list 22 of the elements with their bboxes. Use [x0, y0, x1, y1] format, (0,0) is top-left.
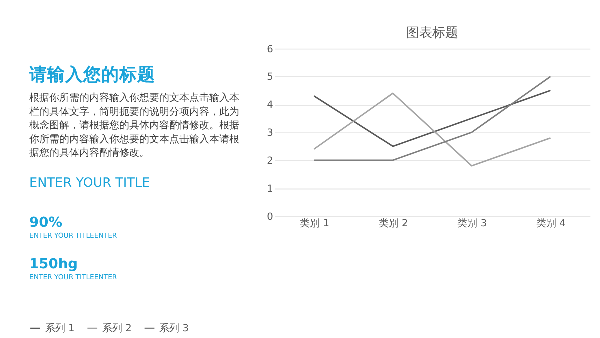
legend-label: 系列 1 — [45, 322, 75, 335]
text: ENTER YOUR TITLE — [30, 176, 150, 191]
x-tick-label: 类别 3 — [458, 218, 488, 230]
line-series — [314, 92, 552, 167]
legend-label: 系列 2 — [102, 322, 132, 335]
text: 90% — [30, 215, 63, 232]
line-series — [314, 90, 552, 148]
y-tick-label: 2 — [267, 156, 274, 167]
x-tick-label: 类别 2 — [378, 218, 408, 230]
legend-label: 系列 3 — [160, 322, 190, 335]
x-tick-label: 类别 4 — [536, 218, 566, 230]
x-tick-label: 类别 1 — [300, 218, 330, 230]
text: 150hg — [30, 256, 78, 273]
y-tick-label: 6 — [267, 44, 274, 56]
y-tick-label: 5 — [267, 72, 274, 84]
y-tick-label: 1 — [267, 184, 274, 195]
text: 请输入您的标题 — [28, 64, 156, 86]
y-tick-label: 0 — [267, 212, 274, 223]
chart-title: 图表标题 — [406, 26, 459, 41]
y-tick-label: 4 — [267, 100, 274, 112]
y-tick-label: 3 — [267, 128, 274, 140]
text: 根据你所需的内容输入你想要的文本点击输入本栏的具体文字，简明扼要的说明分项内容，此为概念图解，请根据您的具体内容酌情修改。根据你所需的内容输入你想要的文本点击输入本请根据您的具体内容酌情修改。 — [28, 92, 240, 160]
